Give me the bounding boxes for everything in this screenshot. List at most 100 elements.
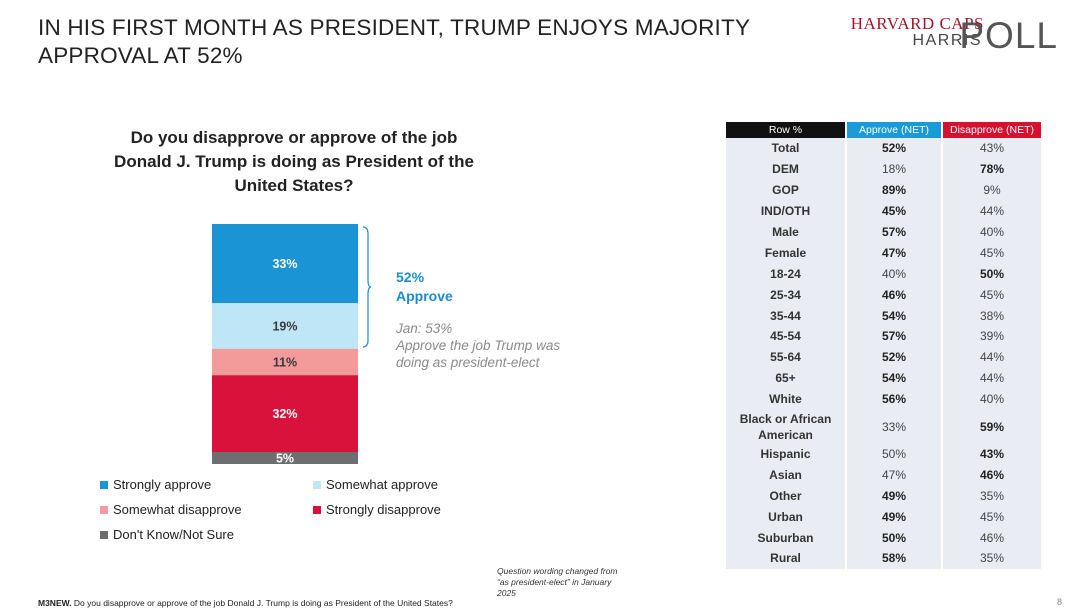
approve-value: 57% — [847, 326, 941, 347]
data-label: 11% — [273, 356, 297, 370]
legend-swatch — [100, 480, 108, 489]
approve-value: 57% — [847, 221, 941, 243]
legend-swatch — [100, 530, 108, 539]
approve-value: 50% — [847, 443, 941, 465]
table-row: 25-34 46% 45% — [726, 284, 1041, 306]
row-label: Female — [726, 242, 845, 264]
disapprove-value: 9% — [943, 179, 1041, 201]
disapprove-value: 35% — [943, 485, 1041, 507]
legend-label: Don't Know/Not Sure — [113, 527, 234, 542]
bar-segment-somewhat-approve — [212, 303, 358, 349]
legend-swatch — [100, 505, 108, 514]
row-label: GOP — [726, 179, 845, 201]
row-label: 45-54 — [726, 326, 845, 347]
row-label: Suburban — [726, 527, 845, 549]
bar-segment-strongly-approve — [212, 224, 358, 304]
disapprove-value: 40% — [943, 388, 1041, 410]
row-label: Rural — [726, 548, 845, 569]
column-header-row-pct: Row % — [726, 122, 845, 138]
footer-question: M3NEW. Do you disapprove or approve of t… — [38, 598, 453, 608]
row-label: DEM — [726, 158, 845, 180]
table-row: Hispanic 50% 43% — [726, 443, 1041, 465]
approve-value: 33% — [847, 409, 941, 444]
table-row: Total 52% 43% — [726, 138, 1041, 159]
disapprove-value: 45% — [943, 284, 1041, 306]
legend-label: Somewhat approve — [326, 477, 439, 492]
approve-value: 49% — [847, 506, 941, 528]
disapprove-value: 45% — [943, 506, 1041, 528]
bar-segment-strongly-disapprove — [212, 375, 358, 452]
disapprove-value: 50% — [943, 263, 1041, 285]
table-row: 35-44 54% 38% — [726, 305, 1041, 327]
approve-bracket — [362, 226, 372, 348]
footer-text: Do you disapprove or approve of the job … — [73, 598, 453, 608]
question-wording-note: Question wording changed from “as presid… — [497, 566, 618, 598]
row-label: Black or African American — [726, 409, 845, 444]
approve-value: 54% — [847, 367, 941, 389]
column-header-disapprove: Disapprove (NET) — [943, 122, 1041, 138]
disapprove-value: 39% — [943, 326, 1041, 347]
column-header-approve: Approve (NET) — [847, 122, 941, 138]
legend-item-somewhat-disapprove: Somewhat disapprove — [100, 502, 242, 517]
disapprove-value: 44% — [943, 367, 1041, 389]
row-label: Total — [726, 138, 845, 159]
row-label: 25-34 — [726, 284, 845, 306]
approve-value: 49% — [847, 485, 941, 507]
page-number: 8 — [1056, 597, 1062, 607]
row-label: 35-44 — [726, 305, 845, 327]
logo-line-1: HARVARD CAPS — [850, 14, 984, 33]
approve-value: 40% — [847, 263, 941, 285]
disapprove-value: 44% — [943, 346, 1041, 368]
jan-comparison-note: Jan: 53% Approve the job Trump was doing… — [396, 320, 596, 371]
table-row: 55-64 52% 44% — [726, 346, 1041, 368]
approve-value: 47% — [847, 242, 941, 264]
approve-value: 46% — [847, 284, 941, 306]
bar-segment-don-t-know-not-sure — [212, 452, 358, 464]
table-row: Female 47% 45% — [726, 242, 1041, 264]
footer-code: M3NEW. — [38, 598, 72, 608]
disapprove-value: 59% — [943, 409, 1041, 444]
logo-line-3: POLL — [959, 15, 1058, 56]
approve-value: 58% — [847, 548, 941, 569]
approve-value: 52% — [847, 138, 941, 159]
approve-value: 50% — [847, 527, 941, 549]
table-row: Asian 47% 46% — [726, 464, 1041, 486]
jan-note-line-1: Jan: 53% — [396, 321, 453, 336]
approve-value: 52% — [847, 346, 941, 368]
approve-value: 56% — [847, 388, 941, 410]
row-label: IND/OTH — [726, 200, 845, 222]
approve-value: 45% — [847, 200, 941, 222]
page-title: IN HIS FIRST MONTH AS PRESIDENT, TRUMP E… — [38, 15, 750, 68]
approve-value: 54% — [847, 305, 941, 327]
disapprove-value: 78% — [943, 158, 1041, 180]
net-approve-callout: 52% Approve — [396, 268, 453, 306]
table-row: IND/OTH 45% 44% — [726, 200, 1041, 222]
legend-label: Somewhat disapprove — [113, 502, 242, 517]
bar-segment-somewhat-disapprove — [212, 348, 358, 376]
disapprove-value: 35% — [943, 548, 1041, 569]
row-label: Asian — [726, 464, 845, 486]
table-row: DEM 18% 78% — [726, 158, 1041, 180]
jan-note-line-2: Approve the job Trump was doing as presi… — [396, 338, 561, 370]
table-row: 45-54 57% 39% — [726, 326, 1041, 347]
legend-item-somewhat-approve: Somewhat approve — [313, 477, 438, 492]
table-row: Male 57% 40% — [726, 221, 1041, 243]
disapprove-value: 38% — [943, 305, 1041, 327]
data-label: 33% — [272, 257, 297, 271]
legend-item-strongly-disapprove: Strongly disapprove — [313, 502, 441, 517]
row-label: 18-24 — [726, 263, 845, 285]
table-row: Black or African American 33% 59% — [726, 409, 1041, 444]
row-label: Hispanic — [726, 443, 845, 465]
data-label: 32% — [272, 407, 297, 421]
disapprove-value: 45% — [943, 242, 1041, 264]
table-row: Suburban 50% 46% — [726, 527, 1041, 549]
table-body: Total 52% 43% DEM 18% 78% GOP 89% 9% IND/OTH 45% 44… — [726, 138, 1041, 569]
table-row: Urban 49% 45% — [726, 506, 1041, 528]
legend-label: Strongly disapprove — [326, 502, 441, 517]
legend-item-dont-know: Don't Know/Not Sure — [100, 527, 234, 542]
table-row: Other 49% 35% — [726, 485, 1041, 507]
data-label: 5% — [276, 452, 294, 465]
approve-value: 18% — [847, 158, 941, 180]
approve-value: 47% — [847, 464, 941, 486]
net-approve-label: Approve — [396, 288, 453, 304]
